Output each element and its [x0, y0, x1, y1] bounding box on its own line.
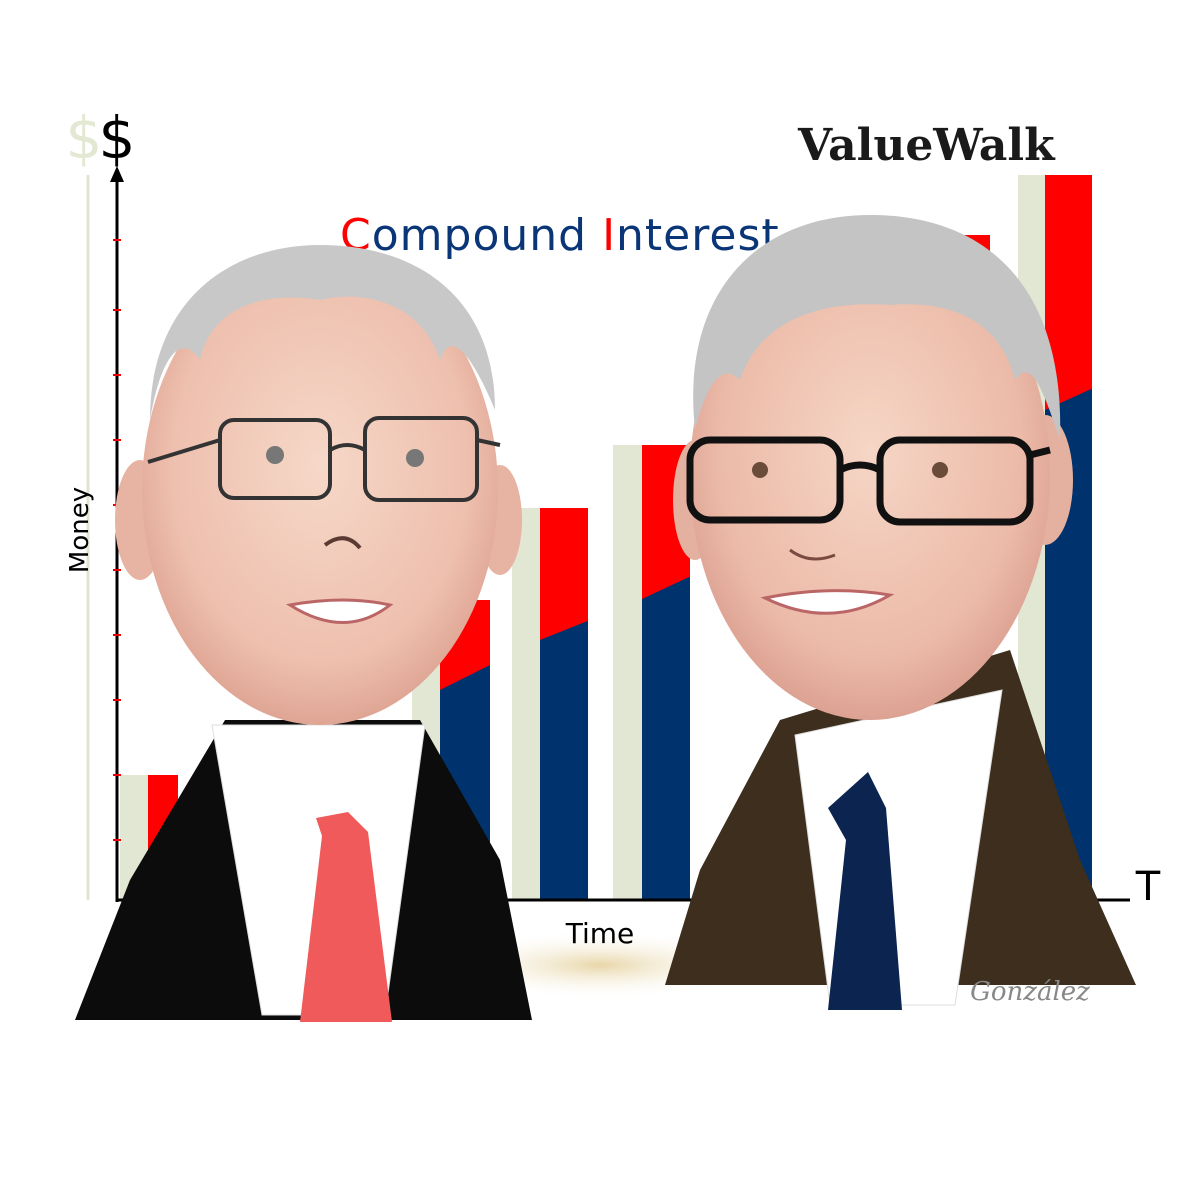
eye: [266, 446, 284, 464]
title-part: nterest: [616, 210, 780, 261]
smile: [760, 589, 895, 615]
logo: ValueWalk: [797, 120, 1056, 171]
right-figure: [665, 215, 1136, 1010]
x-symbol: T: [1135, 864, 1161, 910]
nose: [789, 548, 836, 561]
glasses: [147, 416, 501, 502]
y-symbol: $: [99, 104, 136, 172]
title-part: ompound: [372, 210, 602, 261]
hair: [150, 245, 495, 420]
y-ticks: [113, 239, 121, 841]
signature: González: [970, 977, 1090, 1007]
eye: [932, 462, 948, 478]
left-figure: [75, 245, 532, 1022]
title-part: I: [602, 210, 616, 261]
smile: [285, 598, 394, 624]
nose: [323, 536, 362, 550]
y-label: Money: [65, 487, 95, 573]
tie: [828, 772, 902, 1010]
y-symbol-shadow: $: [66, 104, 103, 172]
eye: [752, 462, 768, 478]
eye: [406, 449, 424, 467]
bar-light: [512, 508, 540, 900]
head: [142, 255, 498, 725]
chart-title: Compound Interest: [340, 210, 780, 261]
y-arrow: [110, 166, 124, 182]
hair: [693, 215, 1061, 440]
tie: [300, 812, 392, 1022]
bar-light: [613, 445, 642, 900]
glasses: [686, 436, 1051, 526]
x-label: Time: [565, 917, 635, 950]
